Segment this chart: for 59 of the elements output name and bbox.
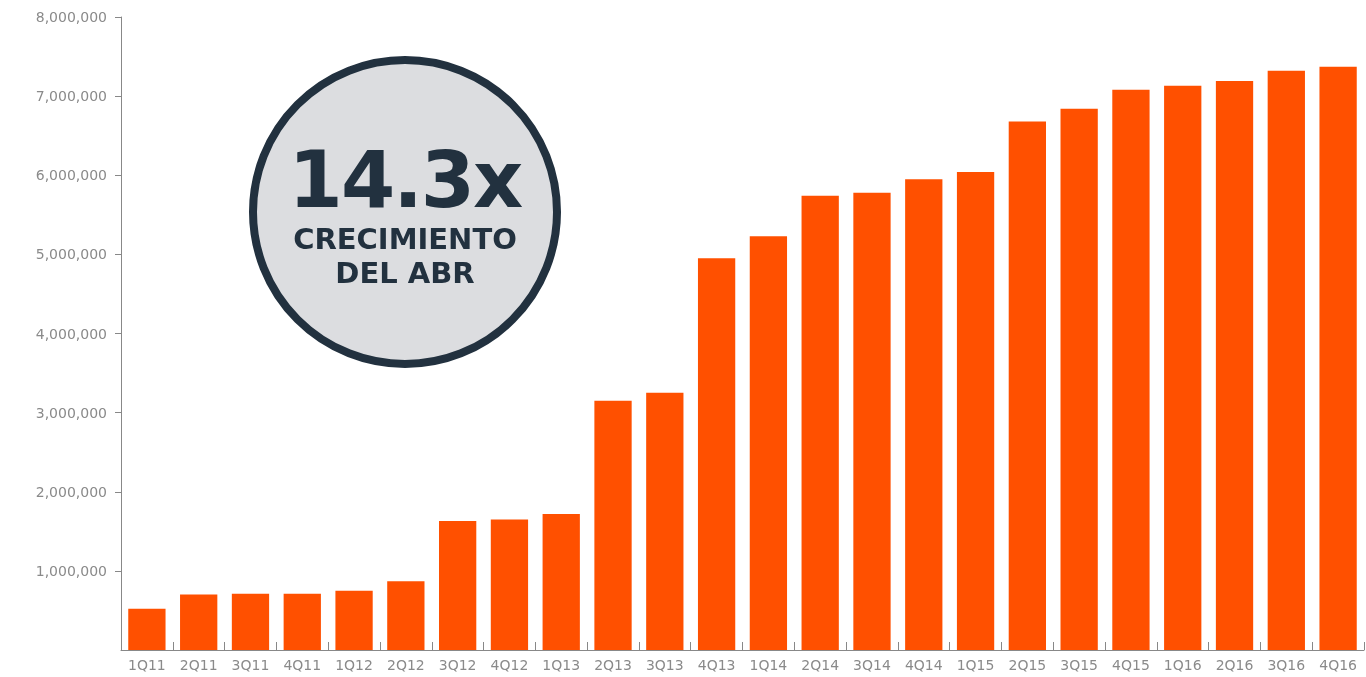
y-tick-label: 5,000,000 xyxy=(35,246,107,263)
x-tick-label: 1Q14 xyxy=(749,657,788,673)
x-tick-label: 4Q11 xyxy=(283,657,322,673)
x-tick-label: 3Q12 xyxy=(438,657,477,673)
bar xyxy=(749,236,788,650)
bar xyxy=(1060,108,1098,650)
bar xyxy=(1319,66,1357,650)
bar xyxy=(439,521,477,650)
bar xyxy=(490,519,529,650)
x-tick-label: 2Q15 xyxy=(1008,657,1047,673)
bar xyxy=(335,590,373,650)
annotation: 14.3x xyxy=(288,135,522,225)
y-tick-label: 8,000,000 xyxy=(35,9,107,25)
x-tick-label: 1Q12 xyxy=(335,657,373,673)
y-tick-label: 7,000,000 xyxy=(35,88,107,105)
bar xyxy=(956,172,995,650)
bar xyxy=(1112,89,1150,650)
badge-circle: 14.3x CRECIMIENTO DEL ABR xyxy=(249,56,561,368)
x-tick-label: 1Q13 xyxy=(542,657,581,673)
bar xyxy=(1008,121,1046,650)
bar xyxy=(180,594,218,650)
x-tick-label: 4Q12 xyxy=(490,657,529,673)
x-tick-label: 1Q15 xyxy=(956,657,995,673)
x-tick-label: 4Q14 xyxy=(904,657,943,673)
bar xyxy=(853,192,891,650)
bar xyxy=(1267,70,1305,650)
bar xyxy=(542,513,580,650)
bar xyxy=(387,581,425,650)
annotation: CRECIMIENTO DEL ABR xyxy=(292,222,518,290)
x-tick-label: 3Q11 xyxy=(231,657,270,673)
x-tick-label: 4Q16 xyxy=(1319,657,1358,673)
x-tick-label: 3Q14 xyxy=(853,657,891,673)
bar xyxy=(697,258,736,650)
x-tick-label: 3Q13 xyxy=(645,657,684,673)
x-tick-label: 3Q16 xyxy=(1267,657,1306,673)
x-tick-label: 1Q16 xyxy=(1163,657,1202,673)
y-tick-label: 2,000,000 xyxy=(35,483,107,500)
bar xyxy=(231,593,270,650)
x-tick-label: 2Q11 xyxy=(179,657,218,673)
y-tick-label: 1,000,000 xyxy=(35,562,107,579)
y-tick-label: 6,000,000 xyxy=(35,167,107,184)
x-tick-label: 3Q15 xyxy=(1060,657,1099,673)
x-tick-label: 2Q12 xyxy=(386,657,425,673)
bar xyxy=(1215,81,1254,650)
x-tick-label: 1Q11 xyxy=(128,657,166,673)
bar xyxy=(905,179,943,650)
x-tick-label: 4Q13 xyxy=(697,657,736,673)
bar xyxy=(128,608,166,650)
x-tick-label: 2Q13 xyxy=(594,657,632,673)
bar xyxy=(1164,85,1202,650)
x-tick-label: 2Q16 xyxy=(1215,657,1254,673)
y-tick-label: 4,000,000 xyxy=(35,325,107,342)
bar xyxy=(801,195,839,650)
bar xyxy=(283,593,321,650)
x-tick-label: 4Q15 xyxy=(1112,657,1150,673)
x-tick-label: 2Q14 xyxy=(801,657,840,673)
bar xyxy=(594,400,632,650)
bar xyxy=(646,392,684,650)
y-tick-label: 3,000,000 xyxy=(35,404,107,421)
